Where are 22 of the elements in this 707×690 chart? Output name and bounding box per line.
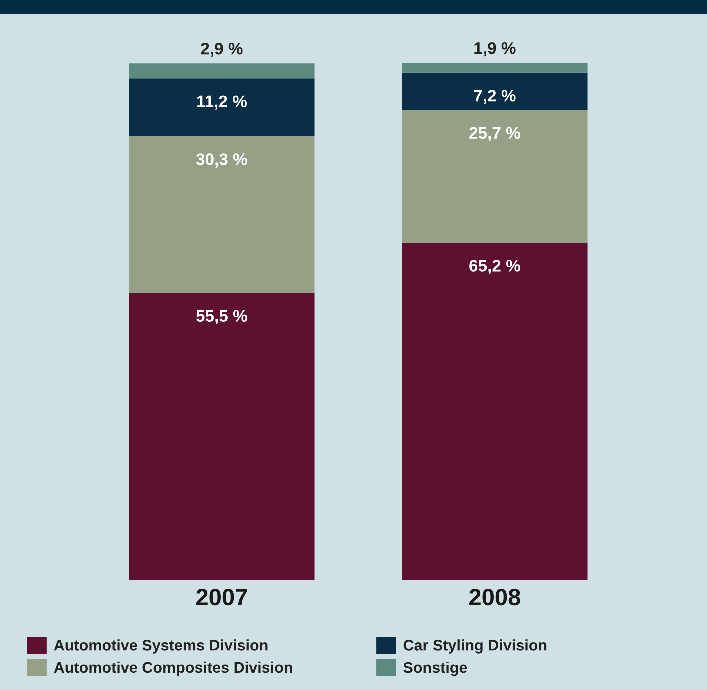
legend-label: Automotive Composites Division <box>54 662 292 676</box>
legend-label: Car Styling Division <box>404 640 547 654</box>
legend-label: Sonstige <box>404 662 468 676</box>
data-label: 1,9 % <box>474 42 516 57</box>
x-tick-label: 2008 <box>470 588 520 606</box>
bar <box>402 242 588 580</box>
data-label: 11,2 % <box>198 96 247 110</box>
data-label: 65,2 % <box>470 260 520 274</box>
data-label: 30,3 % <box>196 154 248 168</box>
data-label: 55,5 % <box>196 310 248 324</box>
data-label: 25,7 % <box>470 127 520 142</box>
bar <box>402 110 588 243</box>
legend-label: Automotive Systems Division <box>54 640 268 654</box>
bar <box>129 64 315 79</box>
data-label: 7,2 % <box>474 90 516 104</box>
bar <box>402 72 588 110</box>
x-tick-label: 2007 <box>196 588 248 606</box>
bar <box>129 78 315 136</box>
bar <box>402 63 588 73</box>
bar <box>129 136 315 294</box>
data-label: 2,9 % <box>201 42 243 58</box>
bar <box>129 293 315 580</box>
